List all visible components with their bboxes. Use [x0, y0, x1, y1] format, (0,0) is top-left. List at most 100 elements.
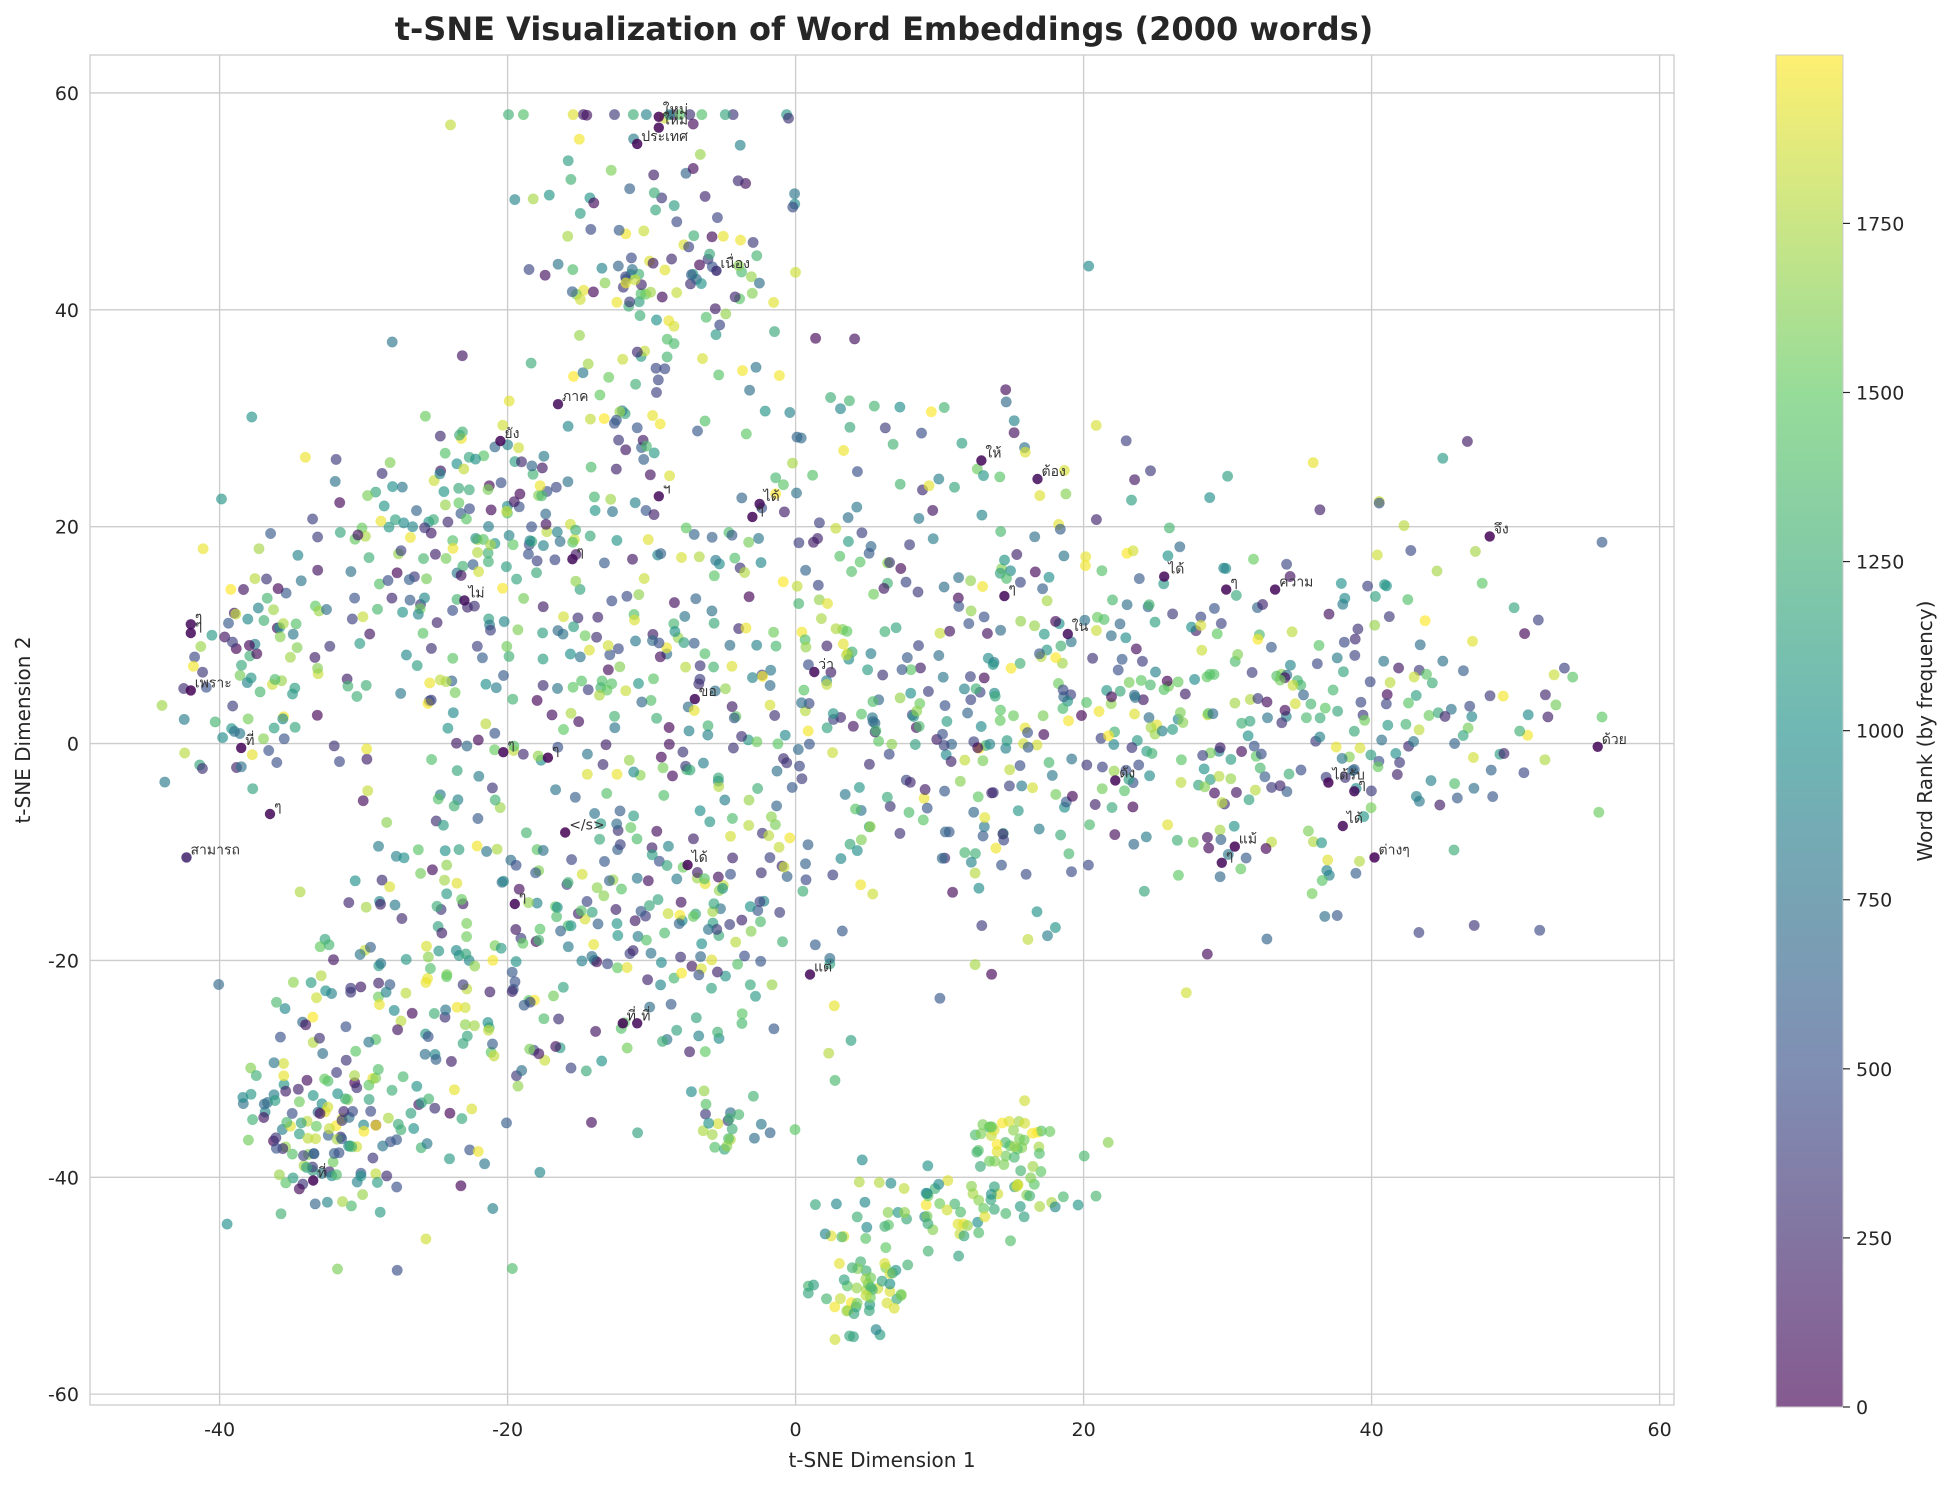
data-point — [223, 617, 235, 629]
data-point — [1448, 844, 1460, 856]
data-point — [977, 755, 989, 767]
data-point — [392, 1118, 404, 1130]
data-point — [699, 415, 711, 427]
data-point — [661, 642, 673, 654]
data-point — [1096, 761, 1108, 773]
data-point — [391, 567, 403, 579]
data-point — [1007, 710, 1019, 722]
data-point — [1060, 488, 1072, 500]
data-point — [612, 643, 624, 655]
data-point — [894, 692, 906, 704]
data-point — [953, 600, 965, 612]
data-point — [977, 830, 989, 842]
data-point — [952, 1218, 964, 1230]
data-point — [597, 758, 609, 770]
data-point — [551, 526, 563, 538]
data-point — [757, 670, 769, 682]
data-point — [851, 501, 863, 513]
data-point — [518, 592, 530, 604]
data-point — [613, 434, 625, 446]
annotated-point — [747, 511, 758, 523]
data-point — [851, 845, 863, 857]
data-point — [953, 1250, 965, 1262]
data-point — [455, 1180, 467, 1192]
data-point — [450, 737, 462, 749]
data-point — [997, 828, 1009, 840]
data-point — [1339, 771, 1351, 783]
data-point — [367, 1152, 379, 1164]
data-point — [823, 1047, 835, 1059]
data-point — [1376, 734, 1388, 746]
data-point — [448, 1084, 460, 1096]
data-point — [706, 954, 718, 966]
data-point — [628, 766, 640, 778]
word-annotation: ฯ — [663, 481, 671, 497]
data-point — [755, 955, 767, 967]
data-point — [569, 791, 581, 803]
data-point — [1138, 885, 1150, 897]
data-point — [1167, 608, 1179, 620]
data-point — [530, 567, 542, 579]
data-point — [1467, 635, 1479, 647]
data-point — [348, 1070, 360, 1082]
data-point — [517, 937, 529, 949]
data-point — [423, 1093, 435, 1105]
data-point — [536, 462, 548, 474]
data-point — [642, 974, 654, 986]
data-point — [442, 516, 454, 528]
data-point — [1106, 691, 1118, 703]
data-point — [642, 534, 654, 546]
data-point — [585, 461, 597, 473]
data-point — [1106, 801, 1118, 813]
data-point — [430, 1053, 442, 1065]
annotated-point — [1159, 571, 1170, 582]
data-point — [1003, 780, 1015, 792]
data-point — [453, 482, 465, 494]
data-point — [471, 546, 483, 558]
data-point — [507, 539, 519, 551]
data-point — [494, 802, 506, 814]
data-point — [1133, 759, 1145, 771]
data-point — [802, 659, 814, 671]
data-point — [1135, 674, 1147, 686]
data-point — [675, 896, 687, 908]
data-point — [562, 155, 574, 167]
data-point — [575, 905, 587, 917]
data-point — [258, 1098, 270, 1110]
data-point — [565, 707, 577, 719]
data-point — [551, 682, 563, 694]
data-point — [812, 579, 824, 591]
data-point — [800, 564, 812, 576]
data-point — [562, 230, 574, 242]
data-point — [1096, 783, 1108, 795]
data-point — [1120, 435, 1132, 447]
data-point — [448, 800, 460, 812]
data-point — [1020, 868, 1032, 880]
data-point — [1084, 819, 1096, 831]
data-point — [489, 744, 501, 756]
data-point — [1158, 684, 1170, 696]
data-point — [1189, 673, 1201, 685]
data-point — [634, 310, 646, 322]
data-point — [354, 637, 366, 649]
data-point — [1451, 792, 1463, 804]
data-point — [1207, 708, 1219, 720]
data-point — [581, 748, 593, 760]
data-point — [676, 967, 688, 979]
data-point — [697, 757, 709, 769]
data-point — [1314, 504, 1326, 516]
data-point — [258, 614, 270, 626]
data-point — [685, 1086, 697, 1098]
data-point — [899, 1206, 911, 1218]
data-point — [598, 413, 610, 425]
data-point — [270, 1142, 282, 1154]
data-point — [995, 525, 1007, 537]
data-point — [461, 740, 473, 752]
data-point — [1413, 795, 1425, 807]
data-point — [719, 683, 731, 695]
data-point — [988, 1203, 1000, 1215]
data-point — [920, 1199, 932, 1211]
data-point — [933, 1178, 945, 1190]
data-point — [882, 1206, 894, 1218]
data-point — [726, 1123, 738, 1135]
